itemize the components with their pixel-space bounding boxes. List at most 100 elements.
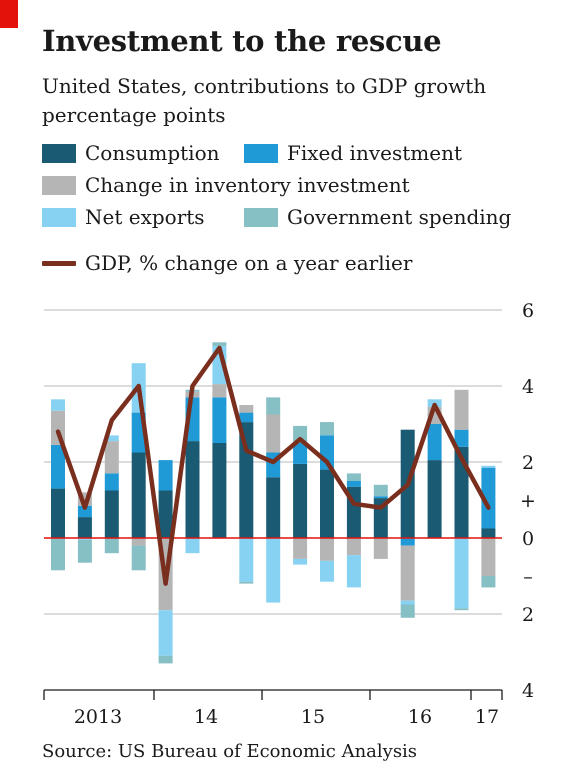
bar-segment-net-exports — [320, 560, 334, 582]
legend-government: Government spending — [244, 205, 511, 229]
bar-segment-consumption — [427, 460, 442, 538]
x-tick-label: 17 — [475, 706, 499, 728]
bar-segment-consumption — [158, 490, 173, 538]
y-tick-label: 4 — [522, 680, 534, 702]
bar-segment-government — [346, 473, 361, 481]
bar-segment-inventory — [373, 538, 388, 559]
bar-segment-government — [373, 484, 388, 497]
bar-segment-fixed-investment — [346, 481, 361, 487]
legend-fixed-investment: Fixed investment — [244, 141, 462, 165]
bar-segment-consumption — [266, 477, 281, 538]
bar-segment-fixed-investment — [212, 397, 227, 443]
legend-label-government: Government spending — [287, 205, 512, 229]
bar-segment-consumption — [481, 528, 496, 538]
bar-segment-net-exports — [51, 399, 65, 411]
bar-segment-government — [239, 581, 254, 584]
gdp-line — [55, 345, 491, 586]
legend-net-exports: Net exports — [42, 205, 205, 229]
bar-segment-net-exports — [185, 538, 200, 554]
y-tick-label: – — [523, 566, 533, 588]
chart-title: Investment to the rescue — [42, 24, 442, 58]
y-tick-label: 6 — [522, 300, 534, 322]
bar-segment-fixed-investment — [239, 412, 254, 423]
bar-segment-fixed-investment — [77, 505, 92, 518]
bar-segment-net-exports — [158, 610, 173, 656]
bar-segment-inventory — [212, 384, 227, 398]
bar-segment-inventory — [400, 545, 415, 601]
bar-segment-fixed-investment — [293, 443, 308, 464]
subtitle-line-2: percentage points — [42, 103, 226, 127]
legend-inventory: Change in inventory investment — [42, 173, 410, 197]
bar-segment-fixed-investment — [454, 429, 469, 447]
legend-gdp: GDP, % change on a year earlier — [42, 251, 412, 275]
bar-segment-inventory — [131, 538, 146, 546]
x-tick-label: 14 — [194, 706, 218, 728]
bar-segment-fixed-investment — [427, 424, 442, 461]
bar-segment-government — [320, 422, 334, 436]
bar-segment-fixed-investment — [481, 467, 496, 529]
bar-segment-fixed-investment — [104, 473, 119, 491]
bar-segment-government — [454, 608, 469, 611]
bar-segment-consumption — [104, 490, 119, 538]
legend-swatch-government — [244, 207, 278, 227]
bar-segment-consumption — [51, 488, 65, 538]
legend-swatch-gdp — [42, 260, 76, 266]
bar-segment-fixed-investment — [158, 460, 173, 491]
bar-segment-fixed-investment — [51, 444, 65, 489]
legend-label-net-exports: Net exports — [85, 205, 205, 229]
legend-swatch-fixed-investment — [244, 143, 278, 163]
bar-segment-consumption — [293, 463, 308, 538]
y-tick-label: + — [520, 490, 536, 512]
bar-segment-net-exports — [266, 538, 281, 603]
bar-segment-government — [400, 604, 415, 618]
bar-segment-inventory — [454, 389, 469, 430]
legend-label-fixed-investment: Fixed investment — [287, 141, 462, 165]
y-tick-label: 2 — [522, 604, 534, 626]
y-tick-label: 4 — [522, 376, 534, 398]
bar-segment-inventory — [104, 441, 119, 474]
bar-segment-government — [77, 539, 92, 563]
bar-segment-government — [104, 538, 119, 554]
bar-segment-net-exports — [400, 600, 415, 605]
legend-label-gdp: GDP, % change on a year earlier — [85, 251, 413, 275]
y-tick-label: 2 — [522, 452, 534, 474]
brand-tab — [0, 0, 18, 28]
x-tick-label: 15 — [301, 706, 325, 728]
bar-segment-government — [481, 576, 496, 588]
bar-segment-government — [212, 342, 227, 347]
bar-segment-consumption — [212, 443, 227, 538]
bar-segment-government — [158, 655, 173, 664]
bar-segment-government — [51, 538, 65, 571]
x-tick-label: 2013 — [74, 706, 122, 728]
bar-segment-net-exports — [346, 555, 361, 588]
bar-segment-government — [266, 397, 281, 415]
bar-segment-consumption — [77, 517, 92, 538]
x-tick-label: 16 — [408, 706, 432, 728]
bar-segment-fixed-investment — [400, 538, 415, 546]
bar-segment-inventory — [320, 538, 334, 561]
subtitle-line-1: United States, contributions to GDP grow… — [42, 74, 487, 98]
bar-segment-net-exports — [454, 538, 469, 609]
legend-swatch-net-exports — [42, 207, 76, 227]
bar-segment-inventory — [481, 538, 496, 576]
bar-segment-net-exports — [481, 465, 496, 468]
chart-subtitle: United States, contributions to GDP grow… — [42, 72, 486, 130]
bar-segment-government — [293, 425, 308, 443]
bar-segment-inventory — [293, 538, 308, 559]
bar-segment-consumption — [454, 446, 469, 538]
legend-label-inventory: Change in inventory investment — [85, 173, 410, 197]
legend-label-consumption: Consumption — [85, 141, 220, 165]
bar-segment-government — [131, 545, 146, 571]
bar-segment-net-exports — [77, 538, 92, 540]
source-note: Source: US Bureau of Economic Analysis — [42, 741, 418, 762]
bar-segment-consumption — [185, 441, 200, 538]
bar-segment-net-exports — [239, 538, 254, 582]
bar-segment-inventory — [266, 414, 281, 453]
legend-swatch-consumption — [42, 143, 76, 163]
bar-segment-net-exports — [293, 558, 308, 565]
bar-segment-consumption — [131, 452, 146, 538]
bar-segment-net-exports — [104, 435, 119, 442]
legend-swatch-inventory — [42, 175, 76, 195]
bar-segment-consumption — [320, 469, 334, 538]
chart-plot: 6 4 2 +0 – 2 4 2013 14 15 16 17 — [43, 300, 536, 728]
